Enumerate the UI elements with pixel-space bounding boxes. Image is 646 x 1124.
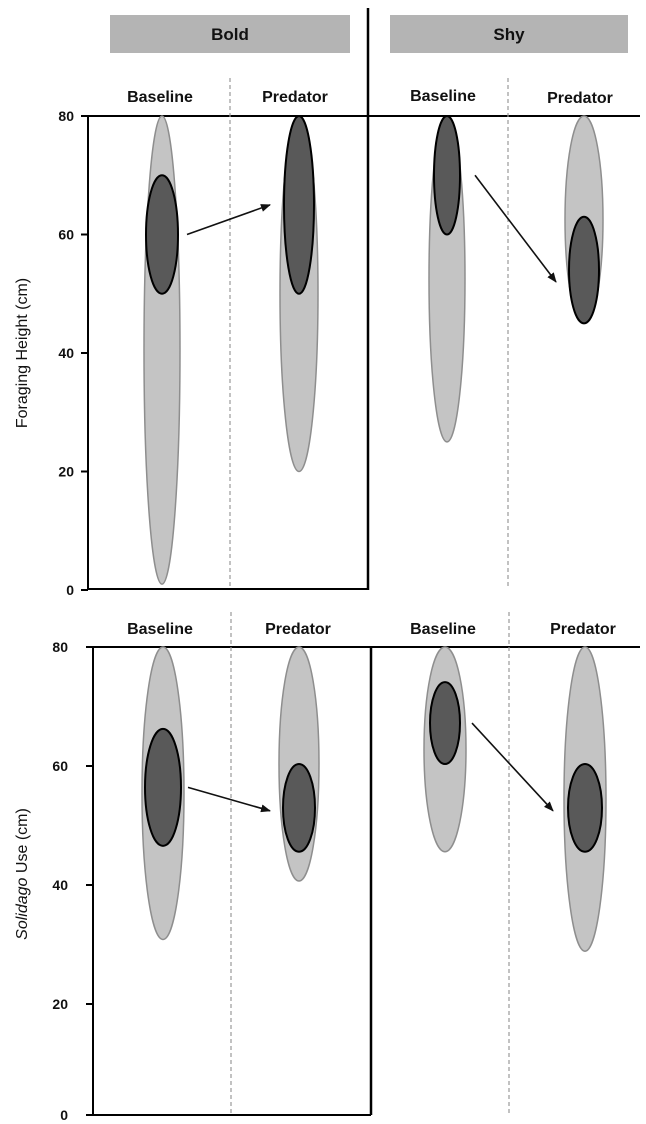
top-label-bold-predator: Predator bbox=[262, 89, 328, 106]
bottom-marks bbox=[141, 646, 607, 952]
top-label-shy-predator: Predator bbox=[547, 90, 613, 107]
bottom-shy-predator-core bbox=[567, 763, 603, 853]
bottom-y-ticks: 80 60 40 20 0 bbox=[52, 639, 93, 1123]
top-tick-label-80: 80 bbox=[58, 108, 74, 124]
bottom-bold-baseline-core bbox=[144, 727, 182, 847]
top-bold-baseline-core bbox=[145, 174, 179, 295]
bottom-tick-label-0: 0 bbox=[60, 1107, 68, 1123]
top-shy-baseline-core bbox=[433, 115, 461, 236]
bottom-tick-label-60: 60 bbox=[52, 758, 68, 774]
shy-header-box bbox=[390, 15, 628, 53]
top-y-ticks: 80 60 40 20 0 bbox=[58, 108, 88, 598]
top-marks bbox=[143, 115, 604, 585]
bottom-label-bold-baseline: Baseline bbox=[127, 621, 193, 638]
top-shy-predator-core bbox=[568, 215, 600, 325]
bottom-y-axis-label-italic: Solidago bbox=[14, 877, 31, 939]
top-bold-shift-arrow bbox=[186, 204, 271, 236]
bottom-label-shy-predator: Predator bbox=[550, 621, 616, 638]
bottom-y-axis-label-rest: Use (cm) bbox=[14, 808, 31, 873]
bottom-bold-predator-core bbox=[282, 763, 316, 853]
bottom-shy-baseline-core bbox=[429, 681, 461, 765]
bold-header-box bbox=[110, 15, 350, 53]
top-shy-shift-arrow bbox=[474, 174, 557, 283]
top-bold-predator-core bbox=[283, 115, 315, 295]
bottom-label-shy-baseline: Baseline bbox=[410, 621, 476, 638]
top-tick-label-20: 20 bbox=[58, 464, 74, 480]
top-tick-label-60: 60 bbox=[58, 227, 74, 243]
bottom-shy-shift-arrow bbox=[471, 722, 554, 812]
top-label-shy-baseline: Baseline bbox=[410, 88, 476, 105]
top-y-axis-label: Foraging Height (cm) bbox=[14, 278, 31, 428]
bottom-y-axis-label: Solidago Use (cm) bbox=[14, 808, 31, 940]
top-tick-label-40: 40 bbox=[58, 345, 74, 361]
bold-header: Bold bbox=[211, 25, 249, 44]
top-tick-label-0: 0 bbox=[66, 582, 74, 598]
bottom-tick-label-80: 80 bbox=[52, 639, 68, 655]
top-label-bold-baseline: Baseline bbox=[127, 89, 193, 106]
shy-header: Shy bbox=[493, 25, 525, 44]
bottom-tick-label-20: 20 bbox=[52, 996, 68, 1012]
bottom-tick-label-40: 40 bbox=[52, 877, 68, 893]
bottom-bold-shift-arrow bbox=[187, 786, 271, 813]
bottom-label-bold-predator: Predator bbox=[265, 621, 331, 638]
